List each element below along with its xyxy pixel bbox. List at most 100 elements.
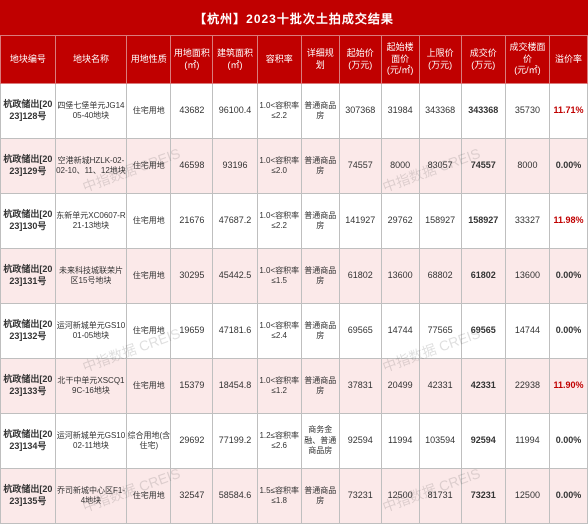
cell-use: 住宅用地 xyxy=(127,84,171,139)
cell-start_price: 74557 xyxy=(339,139,381,194)
col-header-l2: (万元) xyxy=(464,60,503,72)
cell-start_floor: 8000 xyxy=(381,139,419,194)
col-header-l2: (㎡) xyxy=(215,60,254,72)
cell-land_area: 30295 xyxy=(171,249,213,304)
col-header-l1: 地块名称 xyxy=(58,54,125,66)
cell-cap_price: 68802 xyxy=(419,249,461,304)
col-header-l2: (元/㎡) xyxy=(508,65,547,77)
cell-id: 杭政储出[2023]135号 xyxy=(1,469,56,524)
cell-start_price: 307368 xyxy=(339,84,381,139)
cell-cap_price: 83057 xyxy=(419,139,461,194)
cell-plan: 商务金融、普通商品房 xyxy=(301,414,339,469)
cell-deal_price: 69565 xyxy=(461,304,505,359)
cell-cap_price: 103594 xyxy=(419,414,461,469)
cell-name: 东新单元XC0607-R21-13地块 xyxy=(55,194,127,249)
cell-start_floor: 29762 xyxy=(381,194,419,249)
col-header: 详细规划 xyxy=(301,36,339,84)
cell-id: 杭政储出[2023]131号 xyxy=(1,249,56,304)
cell-far: 1.5≤容积率≤1.8 xyxy=(257,469,301,524)
col-header-l1: 成交价 xyxy=(464,48,503,60)
col-header: 成交价(万元) xyxy=(461,36,505,84)
cell-cap_price: 158927 xyxy=(419,194,461,249)
col-header-l2: (元/㎡) xyxy=(384,65,417,77)
cell-deal_floor: 22938 xyxy=(505,359,549,414)
cell-land_area: 46598 xyxy=(171,139,213,194)
cell-far: 1.0<容积率≤1.5 xyxy=(257,249,301,304)
table-row: 杭政储出[2023]131号未来科技城联荣片区15号地块住宅用地30295454… xyxy=(1,249,588,304)
table-row: 杭政储出[2023]129号空港新城HZLK-02-02-10、11、12地块住… xyxy=(1,139,588,194)
cell-use: 住宅用地 xyxy=(127,469,171,524)
cell-start_floor: 11994 xyxy=(381,414,419,469)
cell-plan: 普通商品房 xyxy=(301,359,339,414)
col-header-l1: 上限价 xyxy=(422,48,459,60)
cell-far: 1.0<容积率≤2.0 xyxy=(257,139,301,194)
col-header: 建筑面积(㎡) xyxy=(213,36,257,84)
col-header-l2: (㎡) xyxy=(173,60,210,72)
col-header-l1: 用地面积 xyxy=(173,48,210,60)
col-header-l1: 容积率 xyxy=(260,54,299,66)
col-header-l2: (万元) xyxy=(342,60,379,72)
cell-start_price: 37831 xyxy=(339,359,381,414)
page-title: 【杭州】2023十批次土拍成交结果 xyxy=(0,0,588,35)
col-header: 起始楼面价(元/㎡) xyxy=(381,36,419,84)
cell-deal_floor: 33327 xyxy=(505,194,549,249)
cell-build_area: 47687.2 xyxy=(213,194,257,249)
cell-premium: 0.00% xyxy=(550,139,588,194)
col-header: 成交楼面价(元/㎡) xyxy=(505,36,549,84)
cell-deal_floor: 13600 xyxy=(505,249,549,304)
cell-start_floor: 31984 xyxy=(381,84,419,139)
cell-cap_price: 42331 xyxy=(419,359,461,414)
cell-name: 四堡七堡单元JG1405-40地块 xyxy=(55,84,127,139)
cell-premium: 11.98% xyxy=(550,194,588,249)
cell-use: 住宅用地 xyxy=(127,249,171,304)
col-header-l1: 成交楼面价 xyxy=(508,42,547,65)
cell-far: 1.0<容积率≤2.2 xyxy=(257,194,301,249)
cell-plan: 普通商品房 xyxy=(301,139,339,194)
cell-deal_price: 61802 xyxy=(461,249,505,304)
table-body: 杭政储出[2023]128号四堡七堡单元JG1405-40地块住宅用地43682… xyxy=(1,84,588,524)
cell-name: 北干中单元XSCQ19C-16地块 xyxy=(55,359,127,414)
table-header-row: 地块编号地块名称用地性质用地面积(㎡)建筑面积(㎡)容积率详细规划起始价(万元)… xyxy=(1,36,588,84)
col-header: 用地性质 xyxy=(127,36,171,84)
col-header: 容积率 xyxy=(257,36,301,84)
cell-build_area: 96100.4 xyxy=(213,84,257,139)
col-header: 溢价率 xyxy=(550,36,588,84)
cell-far: 1.0<容积率≤2.4 xyxy=(257,304,301,359)
cell-name: 空港新城HZLK-02-02-10、11、12地块 xyxy=(55,139,127,194)
cell-build_area: 93196 xyxy=(213,139,257,194)
col-header-l1: 溢价率 xyxy=(552,54,585,66)
col-header: 地块名称 xyxy=(55,36,127,84)
cell-start_floor: 12500 xyxy=(381,469,419,524)
cell-deal_floor: 8000 xyxy=(505,139,549,194)
cell-deal_floor: 11994 xyxy=(505,414,549,469)
cell-build_area: 47181.6 xyxy=(213,304,257,359)
col-header: 起始价(万元) xyxy=(339,36,381,84)
col-header-l1: 起始价 xyxy=(342,48,379,60)
cell-name: 乔司新城中心区F1-4地块 xyxy=(55,469,127,524)
cell-build_area: 77199.2 xyxy=(213,414,257,469)
cell-premium: 0.00% xyxy=(550,414,588,469)
cell-start_price: 69565 xyxy=(339,304,381,359)
cell-premium: 11.71% xyxy=(550,84,588,139)
cell-start_price: 92594 xyxy=(339,414,381,469)
cell-premium: 0.00% xyxy=(550,469,588,524)
cell-deal_floor: 12500 xyxy=(505,469,549,524)
cell-cap_price: 81731 xyxy=(419,469,461,524)
cell-name: 未来科技城联荣片区15号地块 xyxy=(55,249,127,304)
cell-far: 1.2≤容积率≤2.6 xyxy=(257,414,301,469)
cell-land_area: 21676 xyxy=(171,194,213,249)
cell-premium: 11.90% xyxy=(550,359,588,414)
cell-name: 运河新城单元GS1002-11地块 xyxy=(55,414,127,469)
cell-land_area: 29692 xyxy=(171,414,213,469)
col-header-l1: 建筑面积 xyxy=(215,48,254,60)
cell-build_area: 45442.5 xyxy=(213,249,257,304)
cell-deal_price: 42331 xyxy=(461,359,505,414)
cell-land_area: 32547 xyxy=(171,469,213,524)
table-row: 杭政储出[2023]133号北干中单元XSCQ19C-16地块住宅用地15379… xyxy=(1,359,588,414)
table-row: 杭政储出[2023]134号运河新城单元GS1002-11地块综合用地(含住宅)… xyxy=(1,414,588,469)
cell-id: 杭政储出[2023]134号 xyxy=(1,414,56,469)
cell-id: 杭政储出[2023]129号 xyxy=(1,139,56,194)
land-auction-table: 地块编号地块名称用地性质用地面积(㎡)建筑面积(㎡)容积率详细规划起始价(万元)… xyxy=(0,35,588,524)
cell-start_floor: 13600 xyxy=(381,249,419,304)
cell-plan: 普通商品房 xyxy=(301,249,339,304)
